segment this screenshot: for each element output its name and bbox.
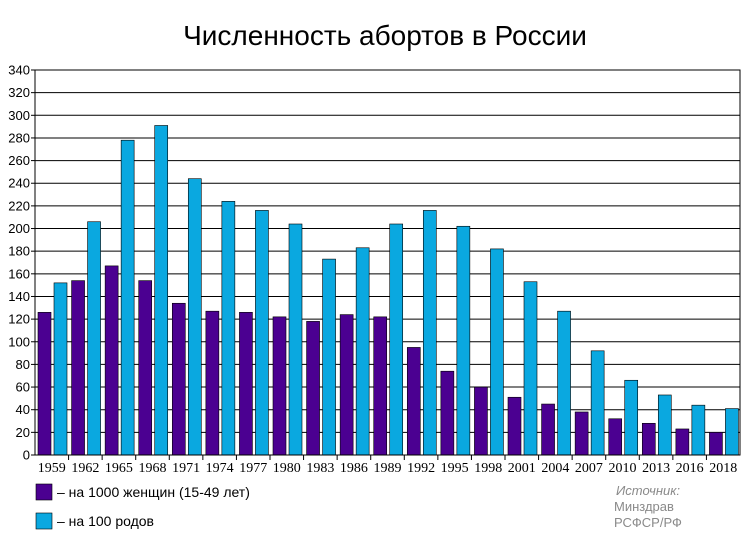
bar-women-1989 [373, 316, 388, 456]
source-line: РСФСР/РФ [614, 515, 682, 530]
y-tick-label: 240 [8, 176, 30, 191]
x-tick-label-1992: 1992 [407, 461, 435, 476]
bar-women-1959 [37, 312, 52, 456]
bar-births-1962 [87, 221, 101, 456]
y-tick-label: 320 [8, 85, 30, 100]
x-tick-label-2018: 2018 [709, 461, 737, 476]
y-tick-label: 280 [8, 130, 30, 145]
bar-women-2010 [608, 418, 623, 456]
bar-births-1980 [288, 223, 303, 456]
bar-births-1977 [255, 210, 269, 456]
y-tick-label: 160 [8, 266, 30, 281]
x-tick-label-1998: 1998 [474, 461, 502, 476]
bar-women-2007 [574, 411, 589, 456]
plot-frame [34, 69, 741, 456]
legend-swatch-women [35, 483, 53, 501]
axes [34, 69, 741, 456]
bar-births-1974 [221, 201, 236, 456]
x-tick-label-1977: 1977 [239, 461, 267, 476]
x-tick-label-1989: 1989 [374, 461, 402, 476]
bar-women-2018 [709, 432, 723, 456]
bar-births-1959 [53, 282, 68, 456]
bar-births-1986 [355, 247, 370, 456]
x-tick-label-1965: 1965 [105, 461, 133, 476]
bar-women-2016 [675, 428, 690, 456]
x-tick-label-2004: 2004 [541, 461, 569, 476]
x-axis-ticks: 1959 1962 1965 1968 1971 1974 1977 1980 1983 1986… [38, 455, 737, 476]
x-tick-label-1983: 1983 [306, 461, 334, 476]
bar-women-1995 [440, 370, 455, 456]
y-tick-label: 60 [16, 380, 30, 395]
x-tick-label-2001: 2001 [508, 461, 536, 476]
bar-births-1983 [322, 258, 336, 456]
bar-women-2001 [507, 396, 522, 456]
y-tick-label: 220 [8, 198, 30, 213]
y-tick-label: 100 [8, 334, 30, 349]
bar-women-1977 [239, 312, 253, 456]
bar-births-1992 [422, 210, 437, 456]
x-tick-label-1974: 1974 [206, 461, 234, 476]
bar-women-1998 [474, 386, 488, 456]
y-axis-ticks: 0 20 40 60 80 100 120 140 160 180 200 220 240 260 280 3… [8, 63, 35, 463]
bar-women-1965 [104, 265, 119, 456]
bar-women-1992 [406, 347, 421, 456]
y-tick-label: 140 [8, 289, 30, 304]
bar-births-1965 [120, 139, 135, 456]
y-tick-label: 340 [8, 63, 30, 78]
y-tick-label: 20 [16, 425, 30, 440]
legend-label-women: – на 1000 женщин (15-49 лет) [57, 484, 250, 500]
bar-women-2013 [641, 422, 656, 456]
bar-women-1974 [205, 310, 220, 456]
source-label: Источник: [616, 483, 680, 498]
x-tick-label-1995: 1995 [441, 461, 469, 476]
x-tick-label-1971: 1971 [172, 461, 200, 476]
y-tick-label: 200 [8, 221, 30, 236]
x-tick-label-2007: 2007 [575, 461, 603, 476]
bar-births-2013 [657, 394, 672, 456]
bar-women-2004 [541, 403, 555, 456]
bars [37, 125, 739, 456]
bar-births-1971 [187, 178, 202, 456]
bar-women-1971 [171, 302, 186, 456]
bar-births-2004 [557, 310, 571, 456]
x-tick-label-2010: 2010 [609, 461, 637, 476]
x-tick-label-1986: 1986 [340, 461, 368, 476]
y-tick-label: 180 [8, 244, 30, 259]
legend-swatch-births [35, 512, 53, 530]
source-line: Минздрав [614, 499, 674, 514]
legend-label-births: – на 100 родов [57, 513, 154, 529]
bar-women-1980 [272, 316, 287, 456]
y-tick-label: 40 [16, 402, 30, 417]
x-tick-label-2013: 2013 [642, 461, 670, 476]
bar-births-1989 [389, 223, 404, 456]
y-tick-label: 120 [8, 312, 30, 327]
bar-women-1968 [138, 280, 153, 456]
x-tick-label-1962: 1962 [71, 461, 99, 476]
bar-births-1998 [490, 248, 504, 456]
bar-women-1986 [339, 314, 354, 456]
y-tick-label: 0 [23, 448, 30, 463]
bar-women-1962 [71, 280, 85, 456]
y-tick-label: 300 [8, 108, 30, 123]
bar-births-2007 [590, 350, 605, 456]
y-tick-label: 80 [16, 357, 30, 372]
x-tick-label-1968: 1968 [139, 461, 167, 476]
legend: – на 1000 женщин (15-49 лет) – на 100 род… [35, 483, 250, 530]
x-tick-label-1959: 1959 [38, 461, 66, 476]
chart-title: Численность абортов в России [183, 20, 587, 51]
y-tick-label: 260 [8, 153, 30, 168]
x-tick-label-2016: 2016 [676, 461, 704, 476]
bar-births-2010 [624, 379, 639, 456]
bar-births-2016 [691, 404, 706, 456]
x-tick-label-1980: 1980 [273, 461, 301, 476]
bar-births-2001 [523, 281, 538, 456]
bar-births-1995 [456, 225, 471, 456]
bar-women-1983 [306, 321, 320, 456]
bar-births-1968 [154, 125, 169, 456]
bar-births-2018 [725, 408, 739, 456]
